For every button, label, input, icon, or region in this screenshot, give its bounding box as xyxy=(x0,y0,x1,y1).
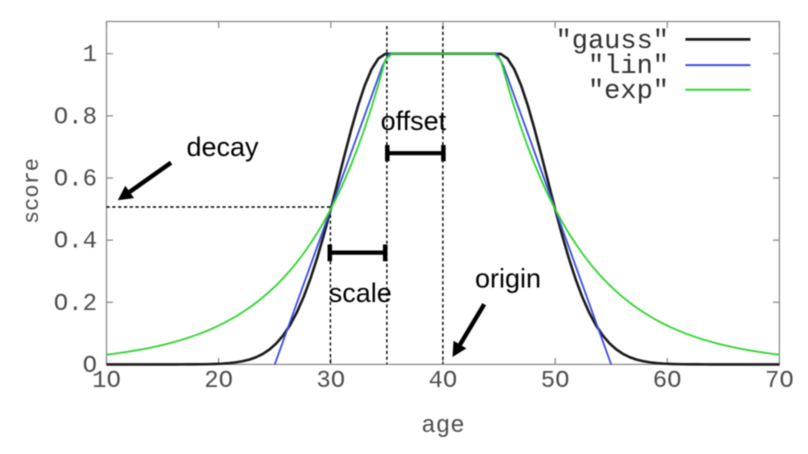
svg-text:offset: offset xyxy=(381,106,447,136)
svg-text:2O: 2O xyxy=(204,368,233,395)
svg-text:1O: 1O xyxy=(92,368,121,395)
svg-text:"gauss": "gauss" xyxy=(556,27,669,57)
svg-text:scale: scale xyxy=(329,278,392,308)
svg-text:O.2: O.2 xyxy=(54,291,97,318)
svg-text:decay: decay xyxy=(186,132,259,162)
svg-text:O.6: O.6 xyxy=(54,167,97,194)
svg-text:4O: 4O xyxy=(428,368,457,395)
svg-text:O: O xyxy=(83,353,97,380)
svg-text:6O: 6O xyxy=(653,368,682,395)
svg-text:age: age xyxy=(421,413,464,440)
svg-text:7O: 7O xyxy=(765,368,794,395)
svg-text:"lin": "lin" xyxy=(588,52,669,82)
svg-text:5O: 5O xyxy=(541,368,570,395)
svg-text:score: score xyxy=(20,158,45,224)
svg-text:O.8: O.8 xyxy=(54,104,97,131)
svg-text:origin: origin xyxy=(475,264,541,294)
svg-text:3O: 3O xyxy=(316,368,345,395)
svg-text:"exp": "exp" xyxy=(588,77,669,107)
svg-text:O.4: O.4 xyxy=(54,229,97,256)
svg-text:1: 1 xyxy=(83,42,97,69)
